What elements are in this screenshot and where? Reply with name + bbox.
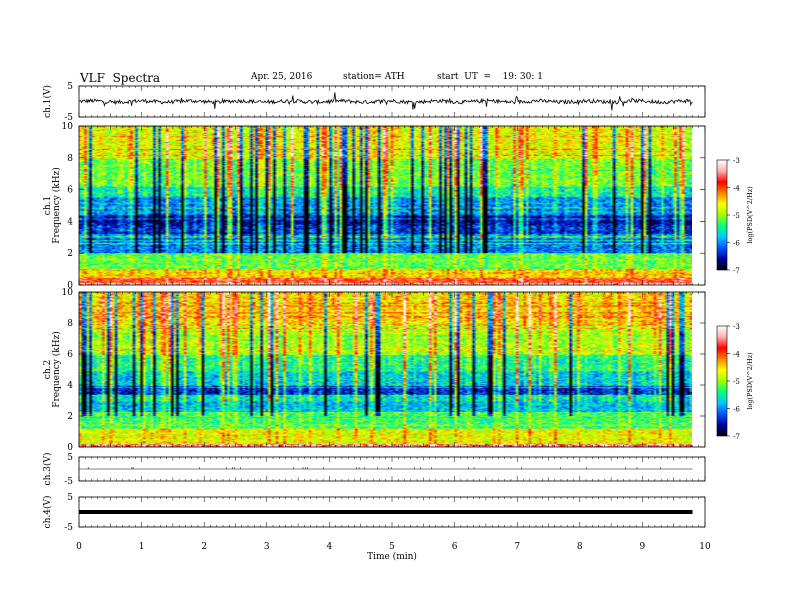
x-tick-label: 0	[76, 542, 82, 552]
y-tick-label: -5	[64, 113, 73, 123]
x-tick-label: 2	[201, 542, 207, 552]
x-tick-label: 4	[327, 542, 333, 552]
y-axis-channel-label: ch.2	[43, 360, 53, 379]
y-axis-label: ch.4(V)	[42, 496, 53, 529]
y-tick-label: 2	[67, 412, 73, 422]
y-tick-label: 8	[67, 319, 73, 329]
ch2-spectrogram-image	[79, 292, 692, 447]
y-tick-label: 0	[67, 281, 73, 291]
y-tick-label: 5	[67, 82, 73, 92]
colorbar-tick-label: -3	[733, 323, 740, 331]
colorbar-tick-label: -6	[733, 240, 740, 248]
y-tick-label: 4	[67, 217, 73, 227]
ch2-colorbar	[716, 325, 728, 437]
y-axis-label: Frequency (kHz)	[51, 167, 62, 244]
y-axis-label: ch.3(V)	[42, 453, 53, 486]
colorbar-tick-label: -7	[733, 267, 740, 275]
y-tick-label: 2	[67, 249, 73, 259]
colorbar-tick-label: -7	[733, 433, 740, 441]
y-tick-label: 5	[67, 493, 73, 503]
y-axis-channel-label: ch.1	[43, 196, 53, 215]
y-axis-label: ch.1(V)	[42, 85, 53, 118]
y-tick-label: 4	[67, 381, 73, 391]
colorbar-tick-label: -5	[733, 378, 740, 386]
x-tick-label: 10	[699, 542, 711, 552]
y-tick-label: 6	[67, 186, 73, 196]
station-label: station= ATH	[343, 72, 405, 82]
y-tick-label: 6	[67, 350, 73, 360]
ch1-waveform-line	[79, 92, 693, 111]
x-tick-label: 5	[389, 542, 395, 552]
ch1-colorbar	[716, 159, 728, 271]
colorbar-label: log(PSD(V^2/Hz)	[746, 186, 754, 244]
x-tick-label: 3	[264, 542, 270, 552]
x-tick-label: 6	[452, 542, 458, 552]
date-label: Apr. 25, 2016	[251, 72, 313, 82]
x-tick-label: 7	[514, 542, 520, 552]
colorbar-tick-label: -4	[733, 351, 740, 359]
y-tick-label: 5	[67, 453, 73, 463]
x-tick-label: 9	[640, 542, 646, 552]
chart-title: VLF Spectra	[80, 71, 161, 85]
x-axis-label: Time (min)	[367, 551, 417, 562]
colorbar-tick-label: -5	[733, 212, 740, 220]
x-tick-label: 1	[139, 542, 145, 552]
colorbar-label: log(PSD(V^2/Hz)	[746, 352, 754, 410]
start-time-label: start UT = 19: 30: 1	[437, 72, 543, 82]
y-tick-label: 0	[67, 443, 73, 453]
colorbar-tick-label: -4	[733, 185, 740, 193]
colorbar-tick-label: -6	[733, 406, 740, 414]
y-tick-label: 10	[62, 122, 74, 132]
y-tick-label: -5	[64, 523, 73, 533]
y-axis-label: Frequency (kHz)	[51, 331, 62, 408]
y-tick-label: -5	[64, 477, 73, 487]
y-tick-label: 8	[67, 154, 73, 164]
colorbar-tick-label: -3	[733, 157, 740, 165]
y-tick-label: 10	[62, 288, 74, 298]
ch1-spectrogram-image	[79, 126, 692, 285]
x-tick-label: 8	[577, 542, 583, 552]
